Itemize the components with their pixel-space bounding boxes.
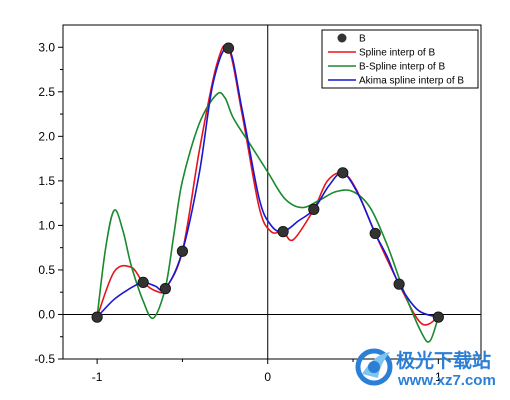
x-tick-label: -1 <box>92 370 103 384</box>
data-point <box>308 203 320 215</box>
legend-label: Akima spline interp of B <box>359 76 464 87</box>
watermark-title: 极光下载站 <box>396 350 492 372</box>
y-tick-label: 0.5 <box>38 263 55 277</box>
x-axis: -1 0 1 <box>92 359 442 384</box>
x-tick-label: 1 <box>435 370 442 384</box>
data-point <box>277 226 289 238</box>
legend-label: B <box>359 34 366 45</box>
data-point <box>369 227 381 240</box>
watermark-logo-icon <box>355 348 393 386</box>
watermark: 极光下载站 www.xz7.com <box>352 344 502 394</box>
data-point <box>159 283 171 295</box>
y-tick-label: 0.0 <box>38 307 55 321</box>
data-points <box>91 42 444 323</box>
legend-label: B-Spline interp of B <box>359 62 445 73</box>
y-tick-label: 3.0 <box>38 40 55 54</box>
legend-label: Spline interp of B <box>359 48 435 59</box>
legend-box <box>321 29 479 89</box>
data-point <box>176 245 189 257</box>
data-point <box>337 167 349 179</box>
y-tick-label: 1.5 <box>38 174 55 188</box>
data-point <box>222 42 235 54</box>
y-tick-label: 2.0 <box>38 129 55 143</box>
legend: B Spline interp of B B-Spline interp of B A… <box>321 29 479 89</box>
data-point <box>393 278 405 290</box>
y-tick-label: 2.5 <box>38 85 55 99</box>
data-point <box>137 276 149 289</box>
legend-marker <box>337 33 347 43</box>
data-point <box>432 311 444 323</box>
watermark-url: www.xz7.com <box>398 372 496 389</box>
y-tick-label: -0.5 <box>34 352 55 366</box>
series-line-2 <box>96 91 440 343</box>
y-axis: -0.5 0.0 0.5 1.0 1.5 2.0 2.5 3.0 <box>34 40 63 366</box>
x-tick-label: 0 <box>264 370 271 384</box>
y-tick-label: 1.0 <box>38 218 55 232</box>
data-point <box>91 311 103 323</box>
